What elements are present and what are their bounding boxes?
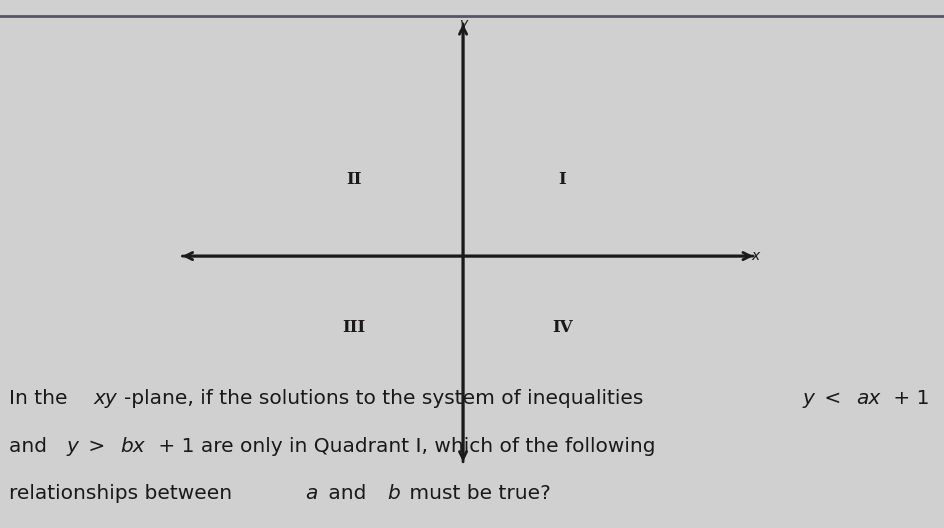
Text: relationships between: relationships between	[9, 484, 239, 503]
Text: x: x	[750, 249, 759, 263]
Text: III: III	[343, 319, 365, 336]
Text: ax: ax	[855, 389, 879, 408]
Text: y: y	[67, 437, 78, 456]
Text: bx: bx	[120, 437, 144, 456]
Text: II: II	[346, 171, 362, 188]
Text: b: b	[387, 484, 399, 503]
Text: and: and	[321, 484, 372, 503]
Text: I: I	[558, 171, 565, 188]
Text: y: y	[459, 17, 466, 31]
Text: In the: In the	[9, 389, 75, 408]
Text: IV: IV	[551, 319, 572, 336]
Text: y: y	[801, 389, 813, 408]
Text: a: a	[305, 484, 317, 503]
Text: must be true?: must be true?	[403, 484, 550, 503]
Text: >: >	[82, 437, 111, 456]
Text: <: <	[817, 389, 846, 408]
Text: -plane, if the solutions to the system of inequalities: -plane, if the solutions to the system o…	[124, 389, 649, 408]
Text: xy: xy	[93, 389, 117, 408]
Text: + 1 are only in Quadrant I, which of the following: + 1 are only in Quadrant I, which of the…	[152, 437, 655, 456]
Text: and: and	[9, 437, 54, 456]
Text: + 1: + 1	[886, 389, 929, 408]
